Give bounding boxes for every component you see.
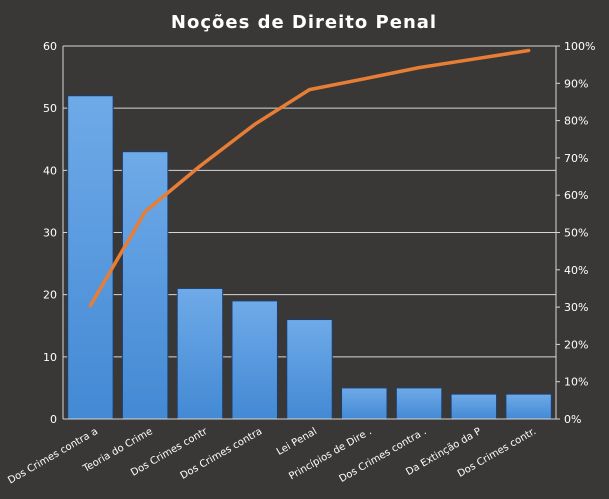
y2-tick-label: 10% — [564, 376, 588, 389]
cumulative-point — [527, 48, 531, 52]
cumulative-point — [143, 210, 147, 214]
cumulative-point — [417, 66, 421, 70]
y2-tick-label: 30% — [564, 301, 588, 314]
y2-tick-label: 60% — [564, 189, 588, 202]
chart-title: Noções de Direito Penal — [171, 12, 437, 33]
y2-tick-label: 80% — [564, 115, 588, 128]
y2-tick-label: 50% — [564, 227, 588, 240]
y-tick-label: 0 — [50, 413, 57, 426]
bar — [67, 95, 114, 420]
bar — [505, 393, 552, 420]
cumulative-point — [198, 164, 202, 168]
y-tick-label: 50 — [43, 102, 57, 115]
bar — [286, 319, 333, 420]
y2-tick-label: 70% — [564, 152, 588, 165]
y2-tick-label: 90% — [564, 77, 588, 90]
bar-layer — [67, 95, 552, 420]
y-tick-label: 60 — [43, 40, 57, 53]
y2-tick-label: 40% — [564, 264, 588, 277]
cumulative-point — [362, 77, 366, 81]
bar — [341, 387, 388, 420]
cumulative-point — [472, 57, 476, 61]
cumulative-point — [253, 122, 257, 126]
bar — [121, 151, 169, 420]
cumulative-line-layer — [88, 48, 531, 308]
y2-tick-label: 20% — [564, 338, 588, 351]
cumulative-point — [88, 304, 92, 308]
y-tick-label: 40 — [43, 164, 57, 177]
y-tick-label: 20 — [43, 289, 57, 302]
bar — [231, 300, 278, 420]
bar — [395, 387, 443, 420]
cumulative-point — [308, 88, 311, 92]
x-tick-label: Dos Crimes contra a — [6, 426, 100, 486]
y-tick-label: 30 — [43, 227, 57, 240]
y2-tick-label: 0% — [564, 413, 581, 426]
y-tick-label: 10 — [43, 351, 57, 364]
bar — [450, 393, 498, 420]
x-tick-label: Lei Penal — [275, 426, 319, 458]
bar — [176, 287, 224, 420]
y2-tick-label: 100% — [564, 40, 595, 53]
